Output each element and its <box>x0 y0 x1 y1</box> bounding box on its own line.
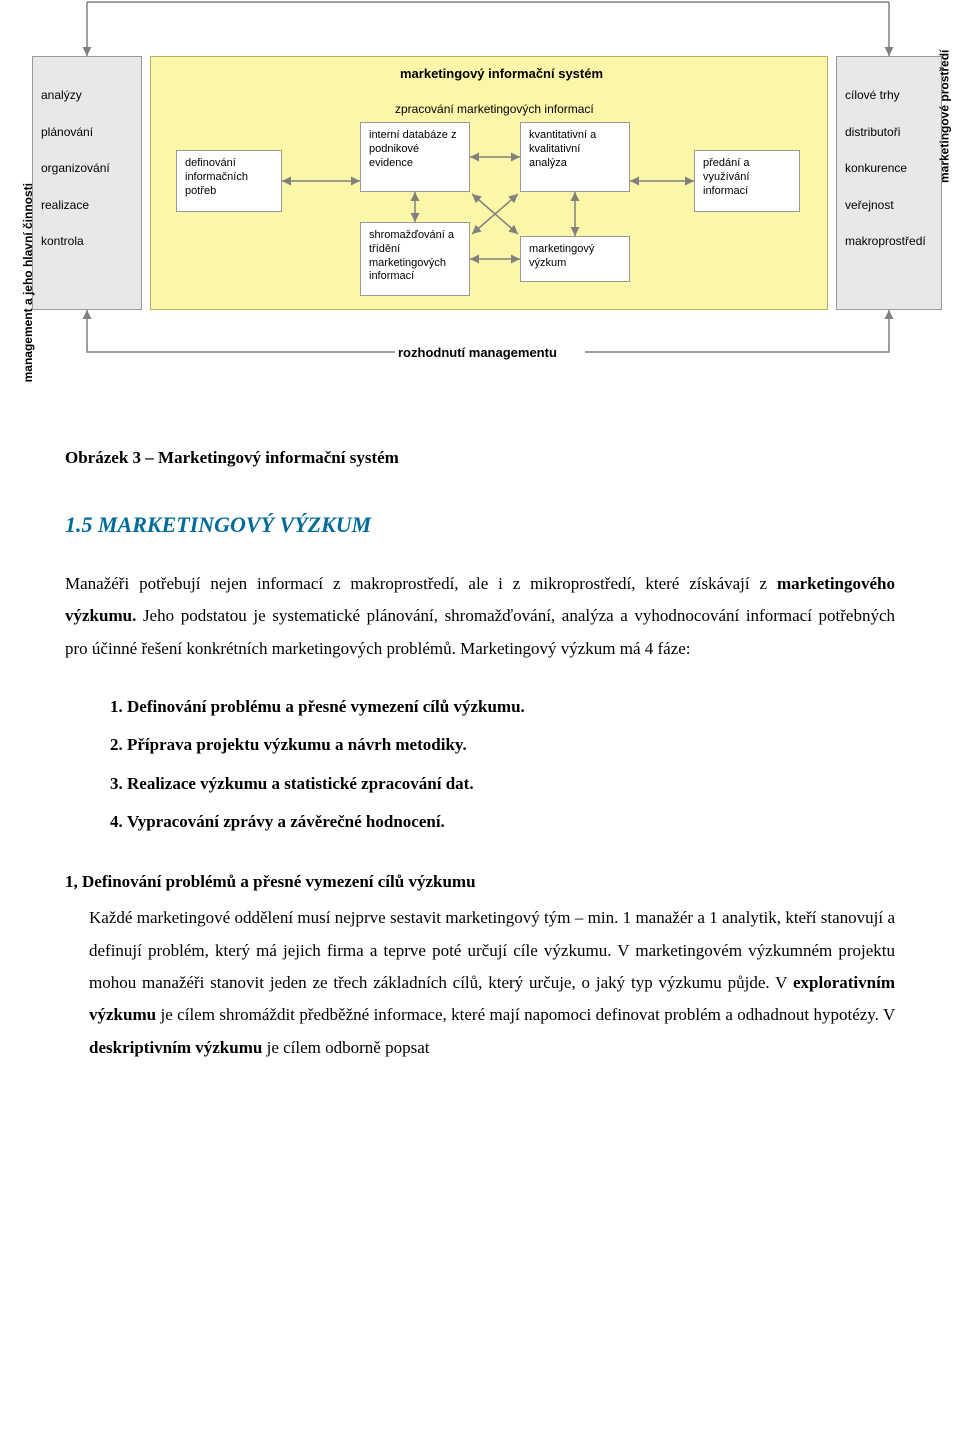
section-heading: 1.5 MARKETINGOVÝ VÝZKUM <box>65 504 895 546</box>
left-column-vlabel: management a jeho hlavní činnosti <box>21 183 37 382</box>
body-paragraph: Každé marketingové oddělení musí nejprve… <box>89 902 895 1063</box>
box-anal: kvantitativní a kvalitativní analýza <box>520 122 630 192</box>
box-research: marketingový výzkum <box>520 236 630 282</box>
intro-paragraph: Manažéři potřebují nejen informací z mak… <box>65 568 895 665</box>
phase-item: Realizace výzkumu a statistické zpracová… <box>127 768 895 800</box>
right-item: konkurence <box>845 161 933 177</box>
intro-text-1: Manažéři potřebují nejen informací z mak… <box>65 574 777 593</box>
right-column-environment: marketingové prostředí cílové trhy distr… <box>836 56 942 310</box>
box-collect: shromažďování a třídění marketingových i… <box>360 222 470 296</box>
right-item: cílové trhy <box>845 88 933 104</box>
left-item: plánování <box>41 125 133 141</box>
left-item: kontrola <box>41 234 133 250</box>
diagram-footer-label: rozhodnutí managementu <box>398 345 557 360</box>
phase-item: Vypracování zprávy a závěrečné hodnocení… <box>127 806 895 838</box>
box-db: interní databáze z podnikové evidence <box>360 122 470 192</box>
intro-text-2: Jeho podstatou je systematické plánování… <box>65 606 895 657</box>
body-text-3: je cílem odborně popsat <box>267 1038 430 1057</box>
body-bold-descriptive: deskriptivním výzkumu <box>89 1038 262 1057</box>
document-body: Obrázek 3 – Marketingový informační syst… <box>0 400 960 1064</box>
left-item: organizování <box>41 161 133 177</box>
box-needs: definování informačních potřeb <box>176 150 282 212</box>
mis-diagram: management a jeho hlavní činnosti analýz… <box>0 0 960 400</box>
body-text-2: je cílem shromáždit předběžné informace,… <box>161 1005 896 1024</box>
right-item: veřejnost <box>845 198 933 214</box>
right-item: makroprostředí <box>845 234 933 250</box>
left-item: realizace <box>41 198 133 214</box>
diagram-title: marketingový informační systém <box>400 66 603 81</box>
body-text-1: Každé marketingové oddělení musí nejprve… <box>89 908 895 992</box>
right-item: distributoři <box>845 125 933 141</box>
phase-list: Definování problému a přesné vymezení cí… <box>105 691 895 838</box>
left-item: analýzy <box>41 88 133 104</box>
diagram-subtitle: zpracování marketingových informací <box>395 102 594 116</box>
phase-item: Příprava projektu výzkumu a návrh metodi… <box>127 729 895 761</box>
left-column-management: management a jeho hlavní činnosti analýz… <box>32 56 142 310</box>
figure-caption: Obrázek 3 – Marketingový informační syst… <box>65 442 895 474</box>
box-deliver: předání a využívání informací <box>694 150 800 212</box>
phase-item: Definování problému a přesné vymezení cí… <box>127 691 895 723</box>
subsection-heading: 1, Definování problémů a přesné vymezení… <box>65 866 895 898</box>
right-column-vlabel: marketingové prostředí <box>937 50 953 183</box>
